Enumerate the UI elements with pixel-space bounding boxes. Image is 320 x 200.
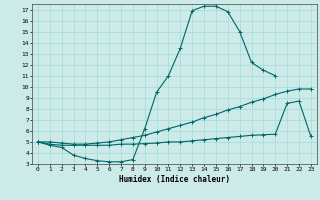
X-axis label: Humidex (Indice chaleur): Humidex (Indice chaleur) [119, 175, 230, 184]
